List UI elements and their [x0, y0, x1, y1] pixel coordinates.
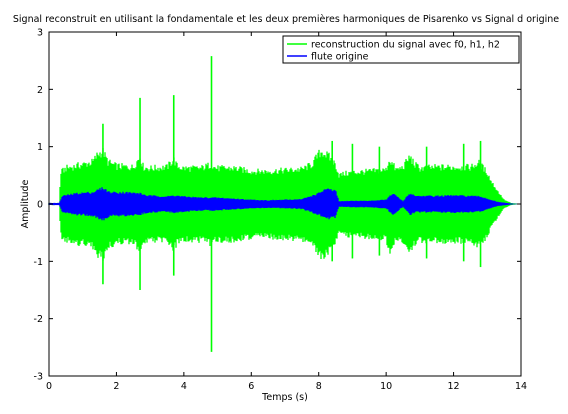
chart-title: Signal reconstruit en utilisant la fonda…	[13, 14, 559, 25]
x-tick-label-2: 4	[181, 381, 187, 392]
legend-box	[282, 35, 520, 64]
y-tick-label-4: 1	[37, 142, 43, 153]
legend-label-reconstruction: reconstruction du signal avec f0, h1, h2	[311, 40, 500, 51]
y-tick-label-1: -2	[34, 314, 43, 325]
y-tick-label-0: -3	[34, 372, 43, 383]
y-tick-label-3: 0	[37, 200, 43, 211]
legend: reconstruction du signal avec f0, h1, h2…	[282, 35, 520, 64]
x-tick-label-6: 12	[448, 381, 460, 392]
x-tick-label-0: 0	[46, 381, 52, 392]
y-tick-label-2: -1	[34, 257, 43, 268]
y-tick-label-5: 2	[37, 85, 43, 96]
y-tick-label-6: 3	[37, 28, 43, 39]
legend-label-flute: flute origine	[311, 52, 369, 63]
y-axis-label: Amplitude	[20, 180, 31, 229]
x-tick-label-4: 8	[316, 381, 322, 392]
x-tick-label-3: 6	[248, 381, 254, 392]
x-tick-label-1: 2	[113, 381, 119, 392]
x-axis-label: Temps (s)	[261, 392, 308, 403]
x-tick-label-7: 14	[515, 381, 527, 392]
plot-series	[48, 56, 521, 352]
x-tick-label-5: 10	[380, 381, 392, 392]
